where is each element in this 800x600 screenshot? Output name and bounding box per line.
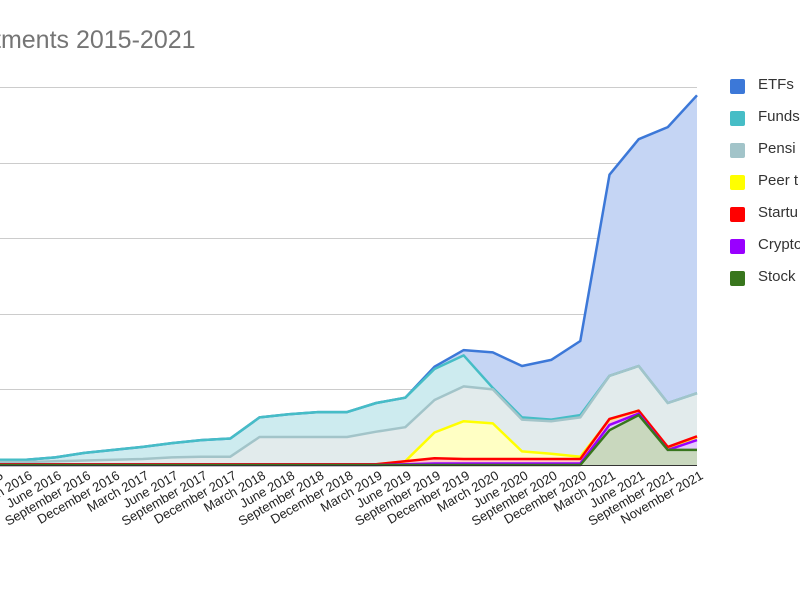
legend-swatch: [730, 175, 745, 190]
legend-swatch: [730, 271, 745, 286]
legend-swatch: [730, 207, 745, 222]
legend-label: Funds: [758, 108, 800, 125]
legend-label: Pensi: [758, 140, 796, 157]
area-pension: [0, 366, 697, 465]
legend-label: Stock: [758, 268, 796, 285]
line-funds: [0, 354, 698, 461]
legend-swatch: [730, 239, 745, 254]
line-pension: [0, 364, 698, 464]
series-areas: [0, 95, 697, 465]
legend-label: ETFs: [758, 76, 794, 93]
legend-swatch: [730, 111, 745, 126]
legend-swatch: [730, 143, 745, 158]
legend-label: Crypto: [758, 236, 800, 253]
chart-title: tments 2015-2021: [0, 26, 196, 54]
legend-label: Peer t: [758, 172, 799, 189]
legend-label: Startu: [758, 204, 799, 221]
legend-swatch: [730, 79, 745, 94]
area-stocks: [0, 415, 697, 465]
area-etfs: [0, 95, 697, 465]
